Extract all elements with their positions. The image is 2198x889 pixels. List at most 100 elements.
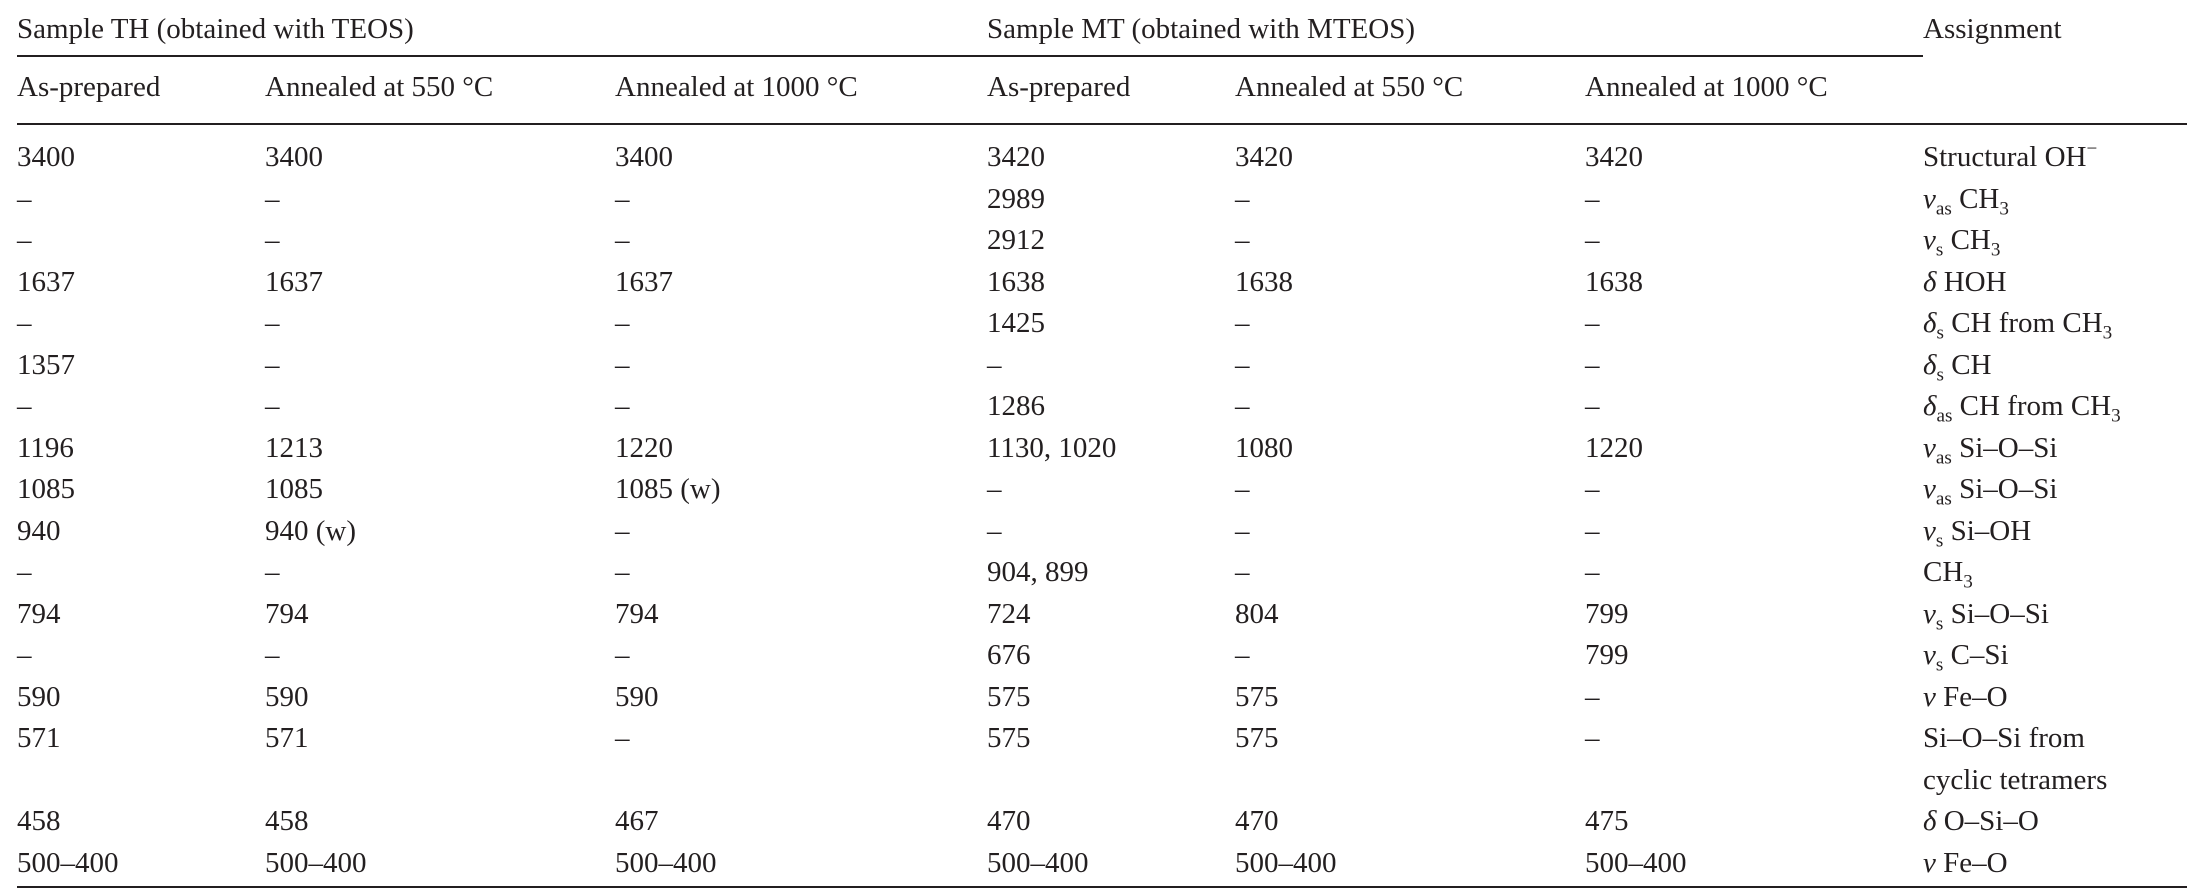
table-cell: 1637 xyxy=(17,265,75,298)
assignment-symbol: ν xyxy=(1923,431,1936,464)
assignment-subscript: s xyxy=(1935,239,1944,261)
table-row: – – – 2912 – – νs CH3 xyxy=(17,220,2187,262)
table-row: 940 940 (w) – – – – νs Si–OH xyxy=(17,511,2187,553)
table-cell: – xyxy=(615,348,630,381)
assignment-text: Si–O–Si from xyxy=(1923,722,2085,754)
assignment-text: CH xyxy=(1923,556,1964,588)
table-cell: 1213 xyxy=(265,431,323,464)
table-cell: 1637 xyxy=(615,265,673,298)
table-cell: – xyxy=(1235,556,1250,588)
assignment-cell: δs CH xyxy=(1923,345,2187,387)
table-cell: 799 xyxy=(1585,639,1629,671)
table-row: 571 571 – 575 575 – Si–O–Si from cyclic tetrame… xyxy=(17,718,2187,801)
table-cell: 458 xyxy=(17,805,61,837)
assignment-subscript: as xyxy=(1935,488,1952,510)
table-header: Sample TH (obtained with TEOS) Sample MT… xyxy=(17,5,2187,125)
table-cell: – xyxy=(1235,307,1250,339)
table-cell: – xyxy=(987,473,1002,505)
table-cell: – xyxy=(615,224,630,256)
table-cell: 500–400 xyxy=(1235,842,1585,888)
table-row: – – – 1286 – – δas CH from CH3 xyxy=(17,386,2187,428)
table-cell: – xyxy=(1585,722,1600,754)
table-cell: – xyxy=(17,224,32,256)
table-row: 1196 1213 1220 1130, 1020 1080 1220 νas Si–O–S… xyxy=(17,428,2187,470)
assignment-cell: ν Fe–O xyxy=(1923,842,2187,888)
table-cell: – xyxy=(265,182,280,215)
table-cell: 1357 xyxy=(17,348,75,381)
table-cell: 467 xyxy=(615,805,659,837)
table-row: 794 794 794 724 804 799 νs Si–O–Si xyxy=(17,594,2187,636)
assignment-cell: δs CH from CH3 xyxy=(1923,303,2187,345)
table-cell: 2989 xyxy=(987,182,1045,215)
sub-header-cell: Annealed at 550 °C xyxy=(1235,56,1585,125)
table-cell: 575 xyxy=(987,680,1031,713)
table-cell: 3400 xyxy=(17,141,75,173)
assignment-subscript: 3 xyxy=(1990,239,2001,261)
table-cell: 794 xyxy=(615,597,659,630)
assignment-subscript: 3 xyxy=(2111,405,2121,427)
table-row: 1357 – – – – – δs CH xyxy=(17,345,2187,387)
ftir-band-table: Sample TH (obtained with TEOS) Sample MT… xyxy=(17,5,2187,888)
table-cell: 724 xyxy=(987,597,1031,630)
table-cell: 1220 xyxy=(1585,431,1643,464)
table-cell: – xyxy=(1585,348,1600,381)
table-cell: 1085 (w) xyxy=(615,473,721,505)
table-cell: 804 xyxy=(1235,597,1279,630)
table-cell: 590 xyxy=(615,680,659,713)
table-cell: – xyxy=(987,348,1002,381)
table-cell: 500–400 xyxy=(987,842,1235,888)
table-cell: 794 xyxy=(265,597,309,630)
table-cell: 3420 xyxy=(1585,141,1643,173)
table-cell: 575 xyxy=(987,722,1031,754)
assignment-text: Si–OH xyxy=(1943,514,2032,547)
assignment-text: C–Si xyxy=(1943,639,2009,671)
table-body: 3400 3400 3400 3420 3420 3420 Structural OH− – –… xyxy=(17,124,2187,888)
table-cell: 1637 xyxy=(265,265,323,298)
assignment-subscript: s xyxy=(1936,364,1944,386)
assignment-text: HOH xyxy=(1936,265,2007,298)
assignment-symbol: ν xyxy=(1923,473,1936,505)
table-cell: – xyxy=(1235,473,1250,505)
table-cell: 1196 xyxy=(17,431,74,464)
table-cell: – xyxy=(17,639,32,671)
sub-header-cell: Annealed at 1000 °C xyxy=(615,56,987,125)
table-cell: 3420 xyxy=(987,141,1045,173)
sub-header-cell: Annealed at 550 °C xyxy=(265,56,615,125)
assignment-text: Structural OH xyxy=(1923,141,2087,173)
table-row: 1085 1085 1085 (w) – – – νas Si–O–Si xyxy=(17,469,2187,511)
assignment-text: Fe–O xyxy=(1935,846,2008,879)
table-cell: 571 xyxy=(17,722,61,754)
assignment-symbol: δ xyxy=(1923,265,1937,298)
table-cell: 2912 xyxy=(987,224,1045,256)
table-cell: – xyxy=(615,307,630,339)
assignment-text: Si–O–Si xyxy=(1943,597,2049,630)
sub-header-cell: As-prepared xyxy=(17,56,265,125)
table-cell: – xyxy=(1585,680,1600,713)
assignment-text: Fe–O xyxy=(1935,680,2008,713)
table-cell: 1638 xyxy=(1235,265,1293,298)
assignment-symbol: δ xyxy=(1923,307,1937,339)
assignment-superscript: − xyxy=(2086,138,2098,160)
table-cell: 1130, 1020 xyxy=(987,431,1117,464)
assignment-subscript: as xyxy=(1935,447,1952,469)
table-cell: 1220 xyxy=(615,431,673,464)
table-row: 1637 1637 1637 1638 1638 1638 δ HOH xyxy=(17,262,2187,304)
table-cell: 3400 xyxy=(265,141,323,173)
assignment-cell: δ O–Si–O xyxy=(1923,801,2187,843)
assignment-subscript: s xyxy=(1936,322,1944,344)
table-cell: 1638 xyxy=(987,265,1045,298)
group-header-th: Sample TH (obtained with TEOS) xyxy=(17,5,987,57)
table-cell: – xyxy=(1235,390,1250,422)
table-cell: 1425 xyxy=(987,307,1045,339)
table-row: – – – 904, 899 – – CH3 xyxy=(17,552,2187,594)
group-header-mt: Sample MT (obtained with MTEOS) xyxy=(987,5,1923,57)
table-cell: 1085 xyxy=(265,473,323,505)
assignment-text: Si–O–Si xyxy=(1951,431,2058,464)
table-cell: – xyxy=(615,390,630,422)
table-cell: 590 xyxy=(265,680,309,713)
assignment-subscript: s xyxy=(1935,530,1944,552)
assignment-symbol: ν xyxy=(1923,224,1936,256)
table-cell: – xyxy=(265,307,280,339)
table-cell: 794 xyxy=(17,597,61,630)
table-cell: 470 xyxy=(1235,805,1279,837)
